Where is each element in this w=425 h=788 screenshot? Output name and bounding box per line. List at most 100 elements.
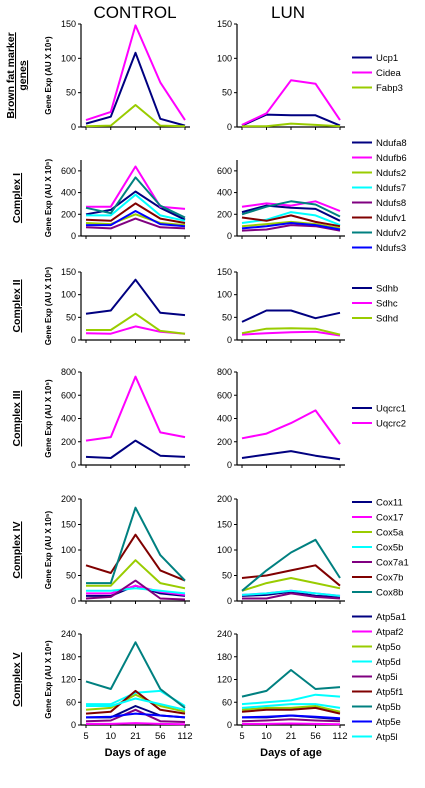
x-axis-label-lun: Days of age bbox=[260, 747, 322, 759]
y-tick-label: 200 bbox=[61, 209, 76, 219]
x-tick-label: 10 bbox=[105, 731, 116, 742]
series-line-cox5a bbox=[86, 559, 186, 590]
legend-label: Atp5f1 bbox=[376, 687, 403, 698]
panel-lun: 0 50 100 150 bbox=[217, 267, 345, 345]
series-line-sdhb bbox=[85, 278, 186, 317]
series-line-ndufs8 bbox=[241, 224, 341, 232]
legend-label: Cidea bbox=[376, 68, 402, 79]
y-axis-label: Gene Exp (AU X 10⁶) bbox=[44, 640, 53, 719]
y-tick-label: 180 bbox=[217, 652, 232, 662]
series-line-ndufv2 bbox=[85, 176, 186, 219]
series-line-cox7a1 bbox=[242, 592, 341, 600]
series-line-ndufs2 bbox=[241, 220, 341, 230]
legend-label: Atp5l bbox=[376, 732, 398, 743]
y-tick-label: 600 bbox=[217, 166, 232, 176]
y-tick-label: 0 bbox=[71, 460, 76, 470]
row-label-line: Complex IV bbox=[11, 521, 23, 578]
row-2: Complex II 0 50 100 150 Gene Exp (AU X 10⁶) 0 5… bbox=[11, 266, 398, 345]
y-tick-label: 100 bbox=[217, 53, 232, 63]
y-tick-label: 100 bbox=[61, 290, 76, 300]
legend-label: Ndufs3 bbox=[376, 243, 406, 254]
legend-label: Cox8b bbox=[376, 588, 403, 599]
series-line-fabp3 bbox=[85, 104, 186, 128]
column-title-lun: LUN bbox=[271, 3, 305, 22]
y-tick-label: 50 bbox=[66, 88, 76, 98]
series-line-ndufs3 bbox=[241, 222, 341, 231]
series-line-cox7a1 bbox=[85, 579, 186, 601]
series-line-atp5d bbox=[241, 693, 341, 706]
y-tick-label: 800 bbox=[61, 367, 76, 377]
y-tick-label: 240 bbox=[61, 629, 76, 639]
series-line-atpaf2 bbox=[86, 722, 186, 726]
legend-label: Atp5d bbox=[376, 657, 401, 668]
y-tick-label: 180 bbox=[61, 652, 76, 662]
panel-control: 0 200 400 600 Gene Exp (AU X 10⁵) bbox=[44, 158, 190, 241]
legend-label: Atp5e bbox=[376, 717, 401, 728]
x-tick-label: 21 bbox=[130, 731, 141, 742]
row-0: Brown fat markergenes 0 50 100 150 Gene Exp (… bbox=[5, 19, 403, 132]
legend: Ndufa8 Ndufb6 Ndufs2 Ndufs7 Ndufs8 Ndufv1 Nduf… bbox=[352, 138, 407, 254]
y-tick-label: 60 bbox=[222, 697, 232, 707]
row-label-line: Complex I bbox=[11, 173, 23, 223]
y-tick-label: 50 bbox=[66, 571, 76, 581]
legend-label: Atp5b bbox=[376, 702, 401, 713]
row-label: Complex III bbox=[11, 390, 23, 446]
y-tick-label: 200 bbox=[217, 437, 232, 447]
legend-label: Uqcrc1 bbox=[376, 404, 406, 415]
series-line-ndufv1 bbox=[241, 214, 341, 228]
legend-label: Cox7a1 bbox=[376, 558, 409, 569]
y-tick-label: 800 bbox=[217, 367, 232, 377]
x-tick-label: 5 bbox=[239, 731, 244, 742]
row-label: Complex I bbox=[11, 173, 23, 223]
y-tick-label: 400 bbox=[61, 188, 76, 198]
y-tick-label: 200 bbox=[217, 209, 232, 219]
series-line-sdhd bbox=[86, 312, 186, 335]
series-line-fabp3 bbox=[242, 122, 341, 128]
row-3: Complex III 0 200 400 600 800 Gene Exp (AU X 1… bbox=[11, 367, 406, 470]
panel-control: 0 60 120 180 240 5 10 21 56 112 Gene Exp (AU X 10⁶… bbox=[44, 629, 193, 742]
row-5: Complex V 0 60 120 180 240 5 10 21 56 112 Gene Exp … bbox=[11, 612, 406, 743]
row-label-line: Complex III bbox=[11, 390, 23, 446]
y-tick-label: 150 bbox=[61, 267, 76, 277]
y-tick-label: 0 bbox=[71, 122, 76, 132]
series-line-ndufs3 bbox=[86, 210, 186, 228]
legend-label: Sdhc bbox=[376, 299, 398, 310]
x-axis-label-control: Days of age bbox=[105, 747, 167, 759]
y-axis-label: Gene Exp (AU X 10⁶) bbox=[44, 36, 53, 115]
legend-label: Cox5a bbox=[376, 528, 404, 539]
legend-label: Ndufa8 bbox=[376, 138, 407, 149]
series-line-ndufv2 bbox=[241, 200, 341, 218]
series-line-cox7b bbox=[241, 564, 341, 587]
y-tick-label: 0 bbox=[71, 231, 76, 241]
series-line-sdhd bbox=[241, 327, 341, 336]
legend: Uqcrc1 Uqcrc2 bbox=[352, 404, 406, 430]
y-tick-label: 50 bbox=[222, 312, 232, 322]
legend-label: Atp5a1 bbox=[376, 612, 406, 623]
series-line-atp5e bbox=[85, 712, 186, 719]
y-tick-label: 0 bbox=[71, 720, 76, 730]
y-tick-label: 150 bbox=[217, 267, 232, 277]
x-tick-label: 112 bbox=[332, 731, 347, 742]
legend-label: Atpaf2 bbox=[376, 627, 403, 638]
series-line-cidea bbox=[85, 24, 186, 122]
y-tick-label: 600 bbox=[61, 166, 76, 176]
y-tick-label: 600 bbox=[61, 390, 76, 400]
y-tick-label: 400 bbox=[217, 414, 232, 424]
panel-control: 0 200 400 600 800 Gene Exp (AU X 10⁵) bbox=[44, 367, 190, 470]
panel-lun: 0 50 100 150 bbox=[217, 19, 345, 132]
y-tick-label: 400 bbox=[217, 188, 232, 198]
series-line-ucp1 bbox=[85, 51, 186, 127]
y-tick-label: 0 bbox=[71, 335, 76, 345]
x-tick-label: 56 bbox=[310, 731, 321, 742]
legend: Sdhb Sdhc Sdhd bbox=[352, 284, 398, 325]
y-tick-label: 0 bbox=[227, 460, 232, 470]
y-tick-label: 0 bbox=[227, 335, 232, 345]
series-line-sdhb bbox=[241, 309, 341, 323]
panel-control: 0 50 100 150 200 Gene Exp (AU X 10⁵) bbox=[44, 494, 190, 606]
legend-label: Ndufv2 bbox=[376, 228, 406, 239]
series-line-ndufs7 bbox=[241, 211, 341, 227]
legend-label: Sdhd bbox=[376, 314, 398, 325]
series-line-ndufs2 bbox=[85, 213, 186, 227]
